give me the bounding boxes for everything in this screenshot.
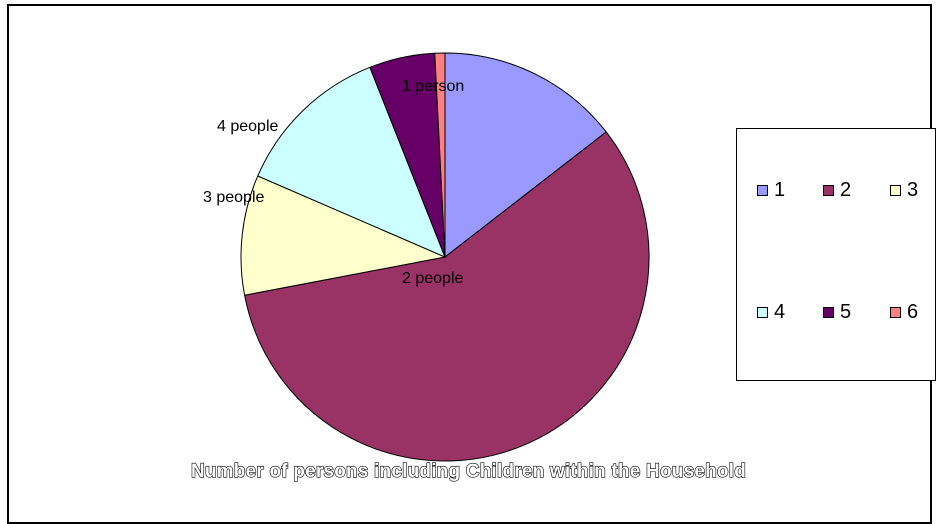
legend-swatch [757, 185, 768, 196]
legend-swatch [890, 307, 901, 318]
slice-label-4: 4 people [217, 118, 278, 135]
legend-item-4: 4 [757, 301, 785, 324]
legend-item-3: 3 [890, 179, 918, 202]
legend-item-1: 1 [757, 179, 785, 202]
slice-3 [240, 175, 447, 296]
legend-label: 1 [774, 179, 786, 201]
slice-label-1: 1 person [402, 78, 464, 95]
slice-1 [444, 52, 607, 259]
chart-legend: 1 2 3 4 5 6 [736, 128, 936, 381]
slice-2 [244, 131, 650, 462]
legend-item-2: 2 [823, 179, 851, 202]
legend-swatch [823, 307, 834, 318]
chart-title: Number of persons including Children wit… [190, 460, 746, 482]
slice-6 [434, 52, 446, 258]
slice-label-2: 2 people [402, 270, 463, 287]
legend-swatch [757, 307, 768, 318]
legend-item-5: 5 [823, 301, 851, 324]
slice-4 [257, 66, 446, 258]
legend-item-6: 6 [890, 301, 918, 324]
legend-label: 5 [840, 301, 852, 323]
legend-label: 4 [774, 301, 786, 323]
legend-swatch [890, 185, 901, 196]
pie-chart: 1 person 2 people 3 people 4 people [203, 52, 650, 462]
legend-label: 2 [840, 179, 852, 201]
legend-swatch [823, 185, 834, 196]
legend-label: 3 [907, 179, 919, 201]
legend-label: 6 [907, 301, 919, 323]
slice-label-3: 3 people [203, 189, 264, 206]
